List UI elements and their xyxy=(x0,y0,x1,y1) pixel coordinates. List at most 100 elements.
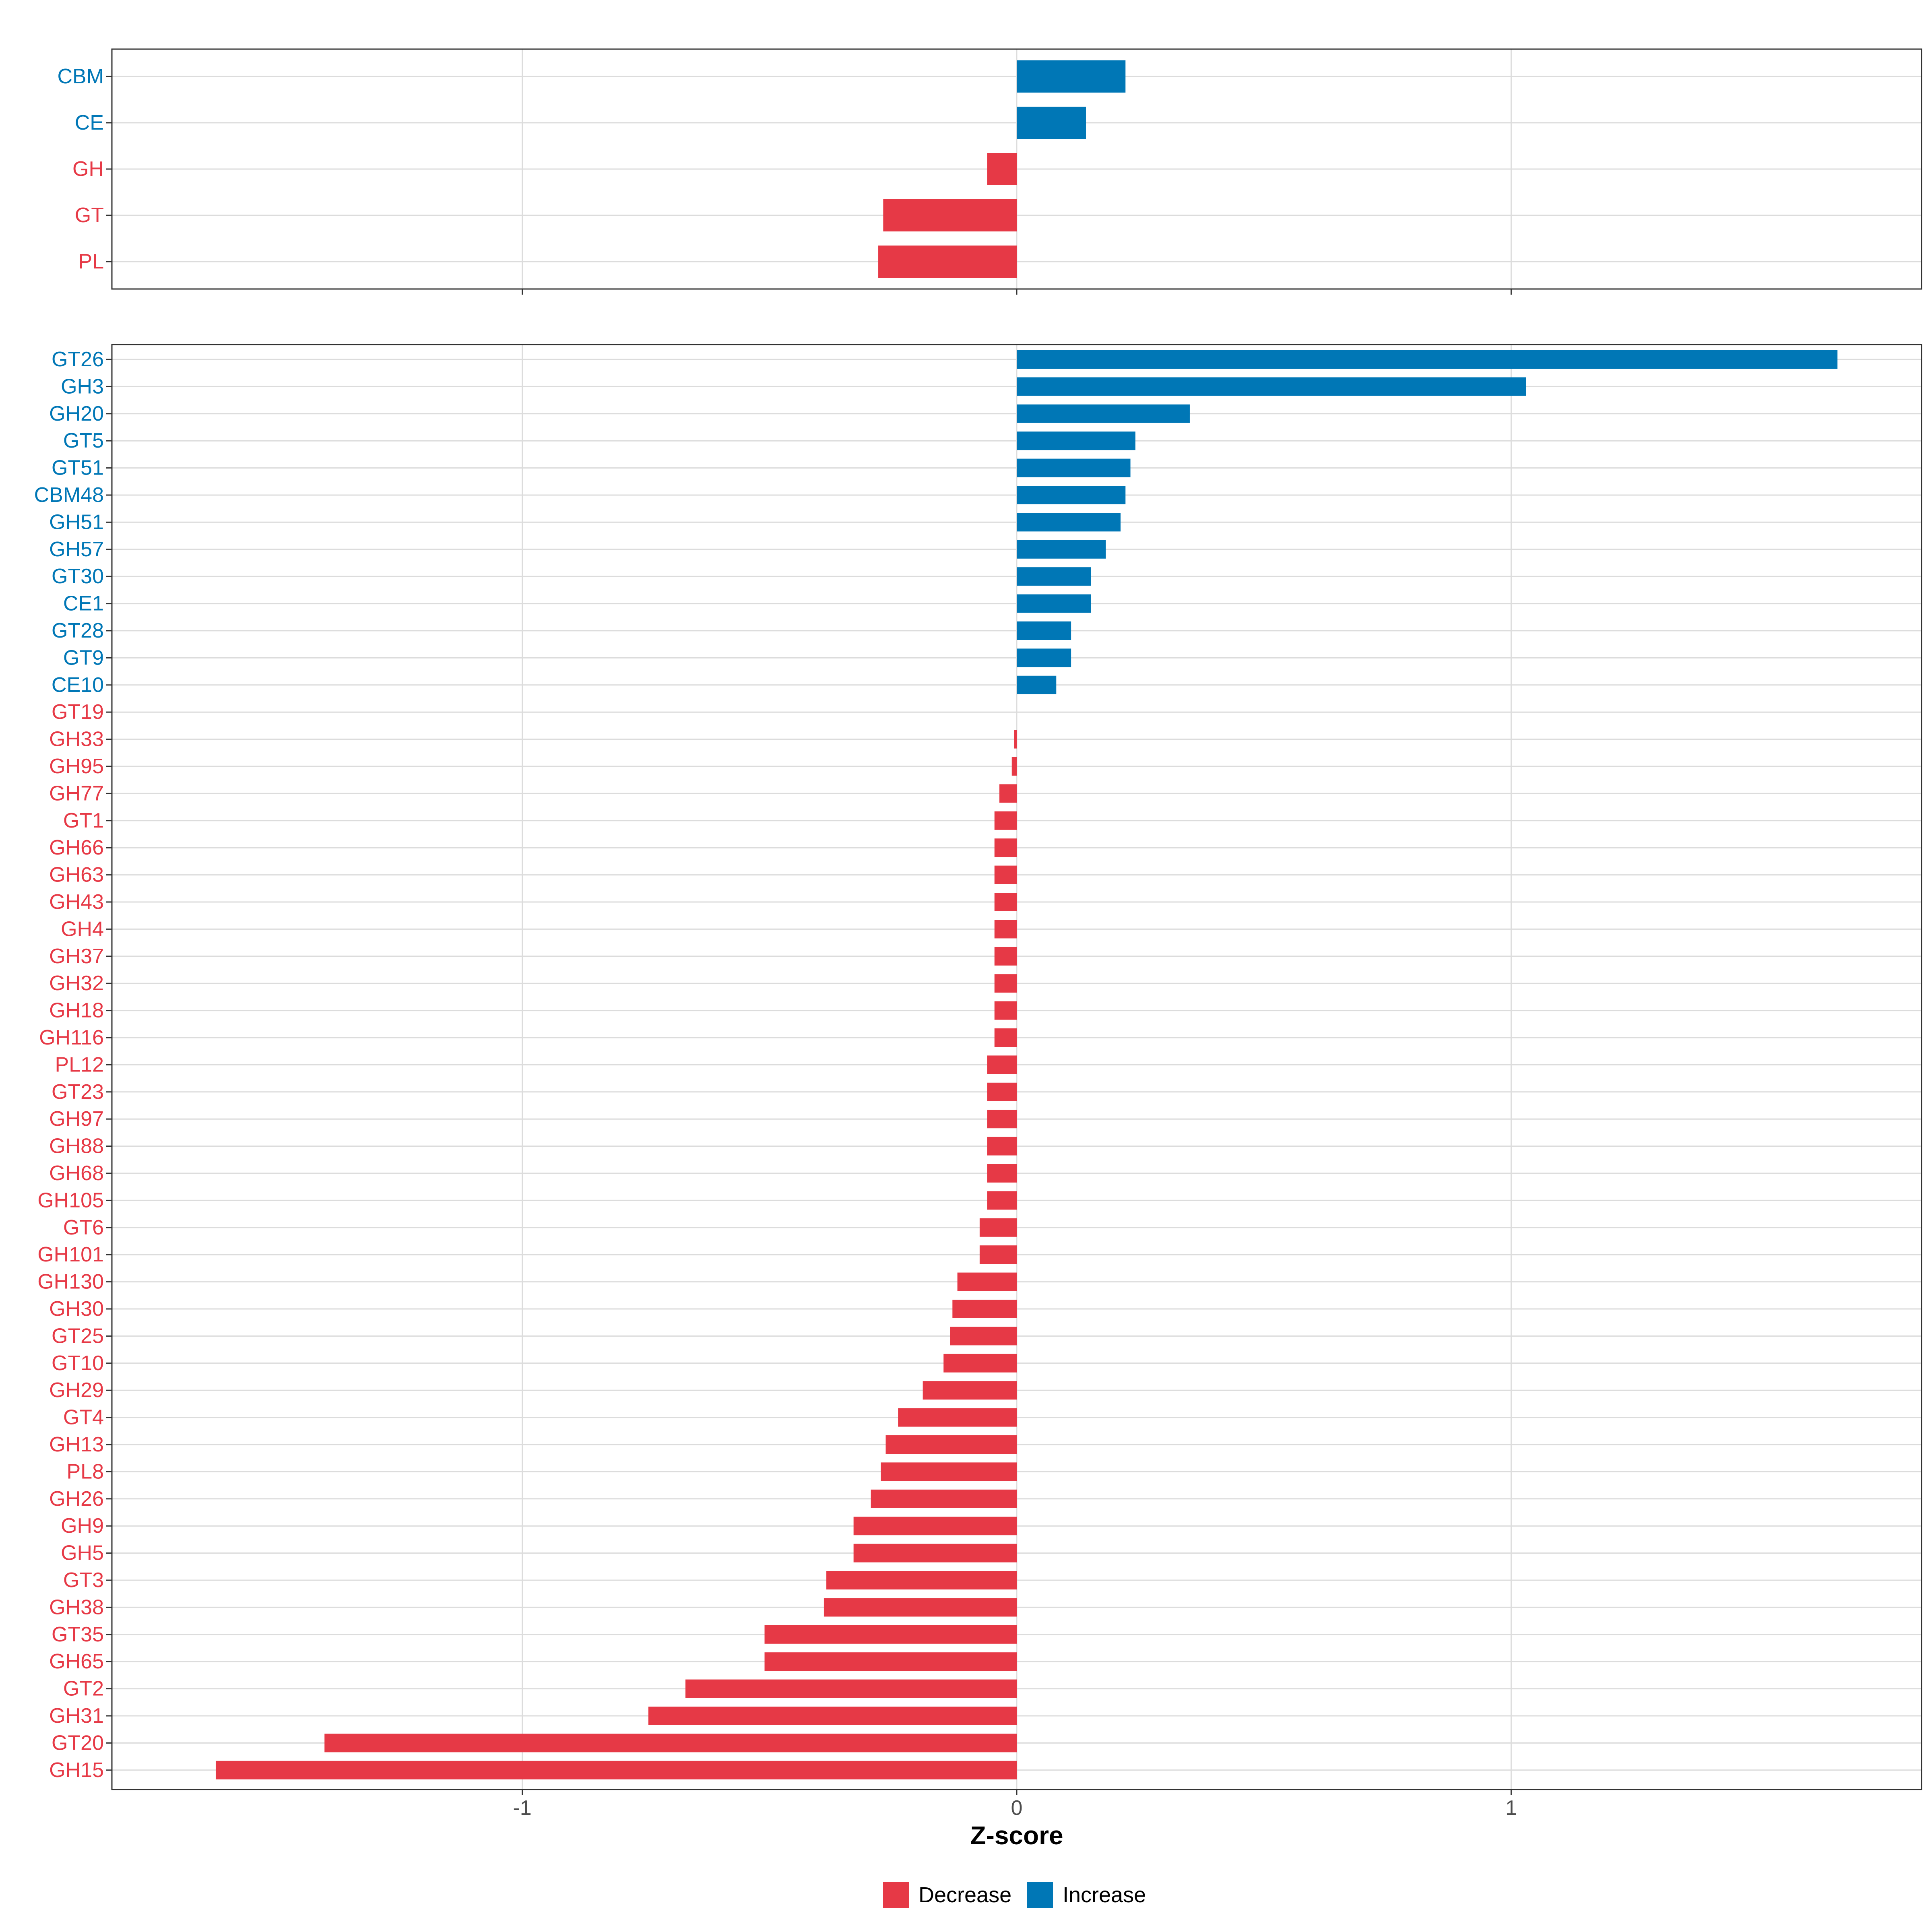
y-tick-label: GH5 xyxy=(61,1542,104,1565)
bar-pl8 xyxy=(881,1462,1017,1481)
bar-gh57 xyxy=(1017,540,1106,559)
bar-gh77 xyxy=(999,784,1017,803)
bar-gt1 xyxy=(994,811,1017,830)
x-axis: -1 0 1 xyxy=(513,1796,1517,1820)
y-tick-label: CBM xyxy=(57,65,104,88)
bar-gt4 xyxy=(898,1408,1017,1427)
bar-gh9 xyxy=(853,1517,1017,1536)
y-tick-label: GH88 xyxy=(49,1135,104,1158)
bar-pl12 xyxy=(987,1055,1017,1074)
legend-swatch-increase xyxy=(1027,1882,1053,1908)
bar-gt20 xyxy=(324,1734,1017,1752)
y-tick-label: GH95 xyxy=(49,755,104,778)
bar-gt3 xyxy=(826,1571,1017,1589)
bar-cbm xyxy=(1017,60,1126,93)
bar-gh31 xyxy=(648,1707,1017,1725)
bar-gh26 xyxy=(871,1489,1017,1508)
y-tick-label: GT2 xyxy=(63,1677,104,1701)
bar-gh116 xyxy=(994,1028,1017,1047)
bar-gt5 xyxy=(1017,431,1135,450)
y-tick-label: GH37 xyxy=(49,945,104,968)
y-tick-label: GH9 xyxy=(61,1514,104,1538)
x-tick-label: 1 xyxy=(1505,1796,1517,1820)
bar-gh37 xyxy=(994,947,1017,966)
y-tick-label: GT xyxy=(75,204,104,227)
y-tick-label: GT5 xyxy=(63,429,104,452)
x-tick-label: 0 xyxy=(1011,1796,1023,1820)
bar-gh20 xyxy=(1017,404,1190,423)
y-tick-label: PL8 xyxy=(66,1460,104,1483)
bar-gh97 xyxy=(987,1110,1017,1129)
y-tick-label: GH4 xyxy=(61,917,104,941)
legend-swatch-decrease xyxy=(883,1882,909,1908)
y-tick-label: GT28 xyxy=(52,619,104,642)
y-tick-label: GH13 xyxy=(49,1433,104,1456)
y-tick-label: GH68 xyxy=(49,1162,104,1185)
bar-gh63 xyxy=(994,865,1017,884)
bar-gh130 xyxy=(957,1272,1017,1291)
bar-gh95 xyxy=(1011,757,1017,776)
y-tick-label: GH97 xyxy=(49,1107,104,1131)
bar-ce xyxy=(1017,107,1086,139)
y-tick-label: CE1 xyxy=(63,592,104,615)
y-tick-label: PL12 xyxy=(55,1053,104,1076)
bar-gh33 xyxy=(1014,730,1017,749)
y-tick-label: GH32 xyxy=(49,972,104,995)
y-tick-label: PL xyxy=(78,250,104,273)
family-level-panel: GT26 GH3 GH20 GT5 GT51 CBM48 GH51 GH57 GT30 CE1 GT… xyxy=(34,344,1922,1795)
bar-gh101 xyxy=(979,1245,1017,1264)
y-tick-label: GH20 xyxy=(49,402,104,425)
x-axis-title: Z-score xyxy=(970,1821,1063,1850)
y-tick-label: GT20 xyxy=(52,1731,104,1754)
y-tick-label: CE10 xyxy=(52,673,104,697)
y-tick-label: GH105 xyxy=(37,1189,104,1212)
bar-gh65 xyxy=(764,1652,1017,1671)
y-tick-label: GH130 xyxy=(37,1270,104,1294)
bar-gh66 xyxy=(994,838,1017,857)
bar-gh13 xyxy=(886,1435,1017,1454)
y-tick-label: GH77 xyxy=(49,782,104,805)
bar-gt xyxy=(883,199,1017,231)
legend-label-increase: Increase xyxy=(1063,1883,1146,1907)
y-tick-label: GT25 xyxy=(52,1324,104,1348)
y-tick-label: GH33 xyxy=(49,728,104,751)
y-tick-label: GT4 xyxy=(63,1406,104,1429)
y-tick-label: GT19 xyxy=(52,700,104,724)
y-tick-label: GT1 xyxy=(63,809,104,832)
y-tick-label: GH65 xyxy=(49,1650,104,1673)
y-tick-label: GH3 xyxy=(61,375,104,398)
bar-gt51 xyxy=(1017,458,1131,477)
y-tick-label: GH xyxy=(72,157,104,181)
y-tick-label: GH51 xyxy=(49,510,104,534)
bar-gt23 xyxy=(987,1082,1017,1101)
y-tick-label: GT51 xyxy=(52,456,104,480)
y-tick-label: GT10 xyxy=(52,1352,104,1375)
bar-gh105 xyxy=(987,1191,1017,1210)
bar-gt26 xyxy=(1017,350,1838,369)
y-tick-label: GT3 xyxy=(63,1569,104,1592)
bar-ce1 xyxy=(1017,594,1091,613)
bar-ce10 xyxy=(1017,675,1057,694)
y-tick-label: GT23 xyxy=(52,1080,104,1104)
y-tick-label: GH31 xyxy=(49,1704,104,1728)
class-level-panel: CBM CE GH GT PL xyxy=(57,48,1922,295)
y-tick-label: GH57 xyxy=(49,538,104,561)
bar-gh51 xyxy=(1017,513,1121,532)
bar-gh43 xyxy=(994,893,1017,911)
bar-cbm48 xyxy=(1017,486,1126,504)
y-tick-label: GH26 xyxy=(49,1487,104,1511)
legend: Decrease Increase xyxy=(883,1882,1146,1908)
y-tick-label: GH116 xyxy=(39,1026,104,1049)
y-tick-label: GT26 xyxy=(52,348,104,371)
y-tick-label: GH43 xyxy=(49,890,104,914)
bar-gt35 xyxy=(764,1625,1017,1644)
bar-gh5 xyxy=(853,1544,1017,1563)
y-tick-label: GH66 xyxy=(49,836,104,859)
bar-gt6 xyxy=(979,1218,1017,1237)
bar-gh38 xyxy=(824,1598,1017,1617)
bar-gt2 xyxy=(685,1679,1017,1698)
bar-gh3 xyxy=(1017,377,1526,396)
bar-gt28 xyxy=(1017,621,1071,640)
bar-gt25 xyxy=(950,1327,1017,1346)
